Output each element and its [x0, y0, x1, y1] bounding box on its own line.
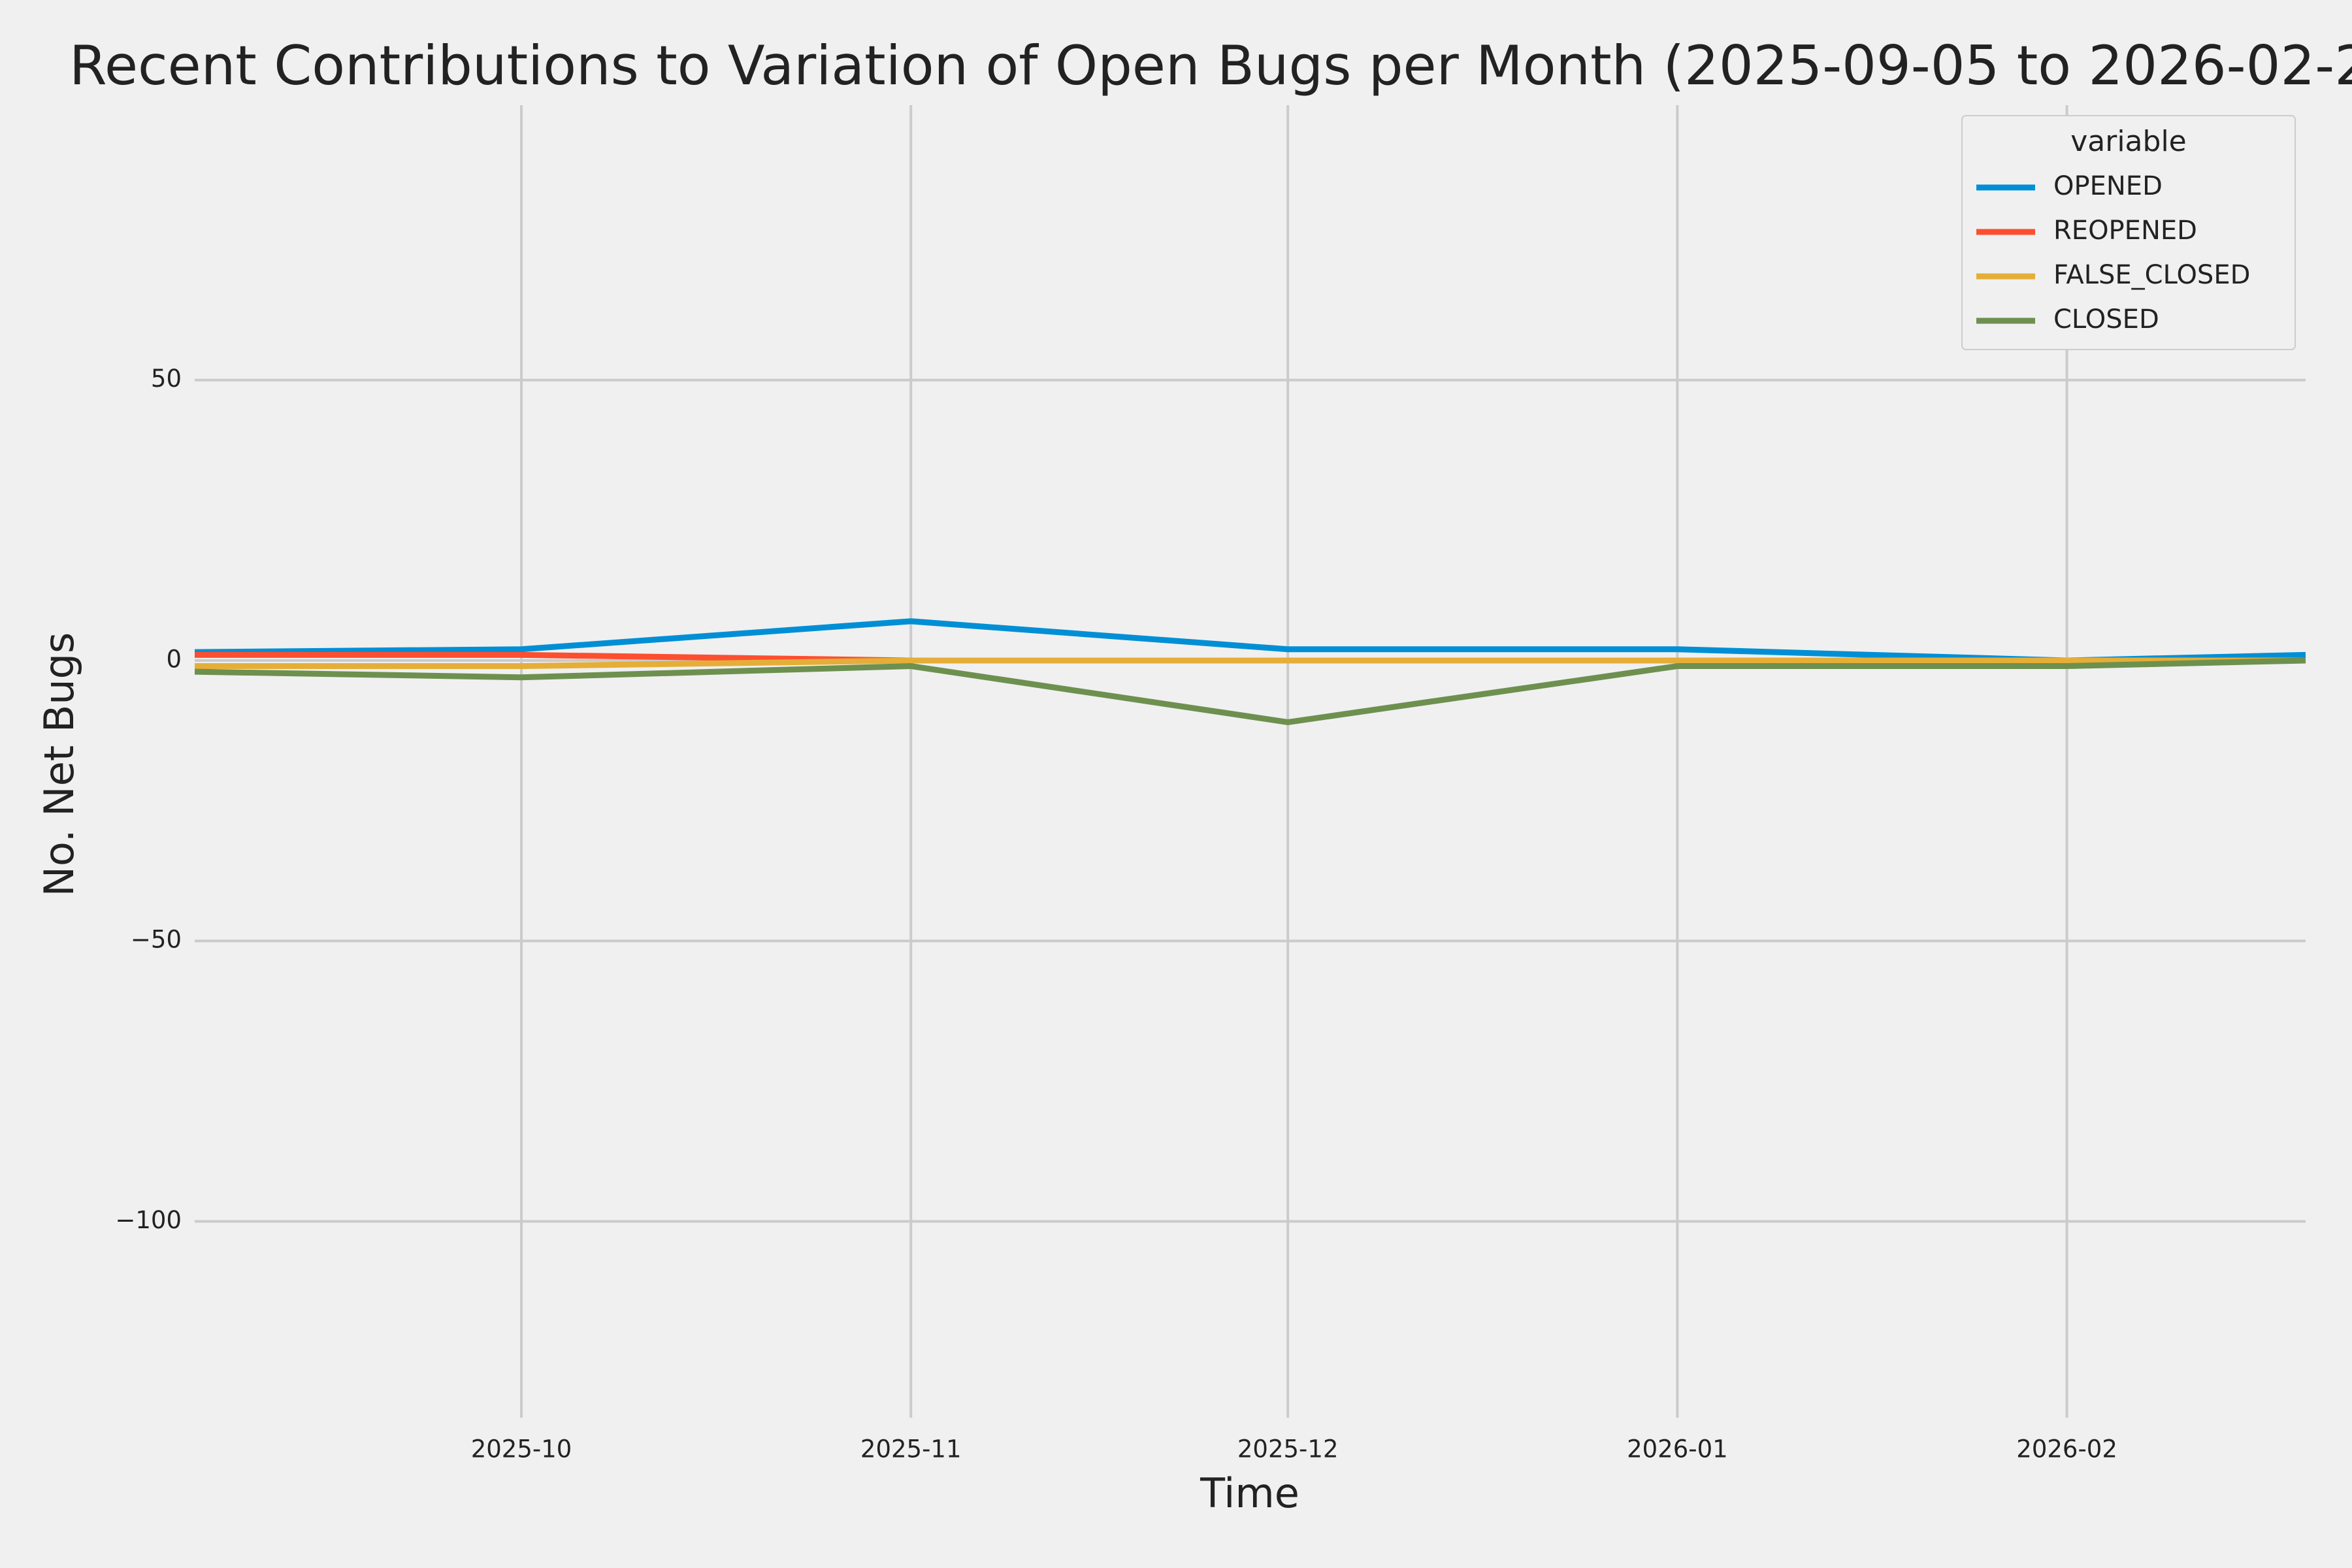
legend-label: FALSE_CLOSED	[2053, 260, 2250, 290]
y-tick-label: 0	[166, 645, 182, 673]
y-tick-label: −100	[115, 1206, 182, 1234]
y-axis-label: No. Net Bugs	[35, 632, 83, 897]
x-axis-label: Time	[1200, 1469, 1299, 1517]
x-tick-label: 2025-12	[1237, 1435, 1339, 1463]
x-tick-label: 2025-10	[471, 1435, 572, 1463]
x-tick-label: 2026-02	[2016, 1435, 2117, 1463]
legend: variable OPENED REOPENED FALSE_CLOSED CLOSED	[1961, 115, 2296, 350]
legend-label: REOPENED	[2053, 216, 2197, 246]
y-tick-label: 50	[151, 365, 182, 393]
x-tick-label: 2026-01	[1627, 1435, 1728, 1463]
series-line	[195, 657, 2306, 670]
legend-label: CLOSED	[2053, 304, 2159, 335]
y-tick-label: −50	[131, 926, 182, 954]
legend-title: variable	[2070, 125, 2187, 158]
legend-label: OPENED	[2053, 171, 2163, 201]
x-tick-label: 2025-11	[860, 1435, 962, 1463]
series-line	[194, 657, 2306, 725]
chart-title: Recent Contributions to Variation of Ope…	[69, 34, 2352, 97]
legend-box	[1961, 115, 2296, 350]
